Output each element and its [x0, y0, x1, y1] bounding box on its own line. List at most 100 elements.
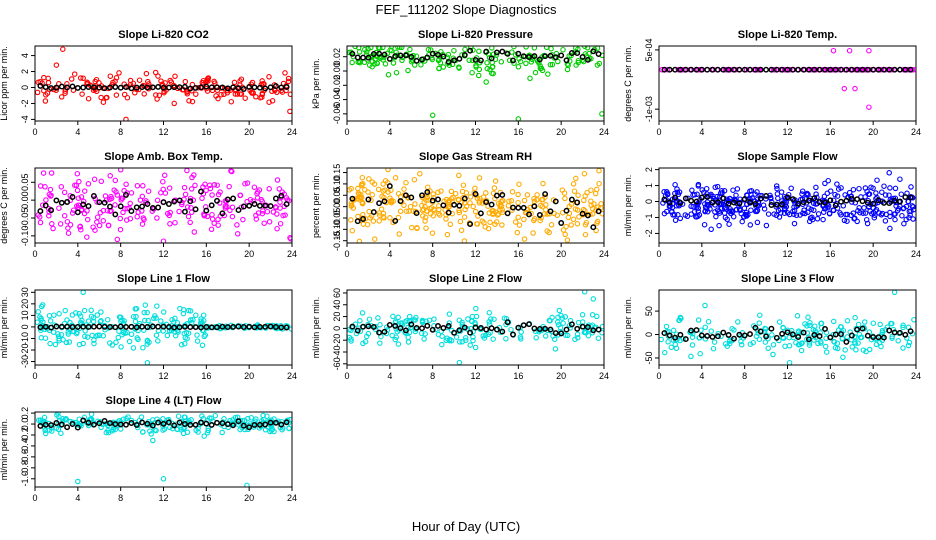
data-point — [445, 209, 452, 216]
data-point — [814, 216, 821, 222]
data-point — [46, 191, 53, 198]
data-point — [540, 180, 546, 187]
y-tick-label: -0.10 — [20, 226, 30, 247]
data-point — [574, 325, 581, 332]
data-point — [688, 353, 694, 360]
data-point — [770, 342, 777, 348]
data-point — [889, 320, 895, 327]
data-point — [659, 336, 664, 343]
data-point — [251, 184, 258, 190]
data-point — [565, 62, 571, 68]
data-point — [672, 341, 679, 348]
x-tick-label: 0 — [656, 371, 661, 381]
data-point — [42, 430, 49, 437]
data-point — [504, 50, 511, 57]
data-point — [267, 203, 274, 210]
data-point — [64, 323, 71, 330]
data-point — [593, 227, 599, 234]
data-point — [784, 329, 791, 336]
data-point — [539, 196, 545, 203]
data-point — [822, 180, 828, 187]
data-point — [128, 190, 135, 196]
data-point — [741, 332, 748, 339]
data-point — [563, 326, 570, 333]
data-point — [180, 310, 187, 317]
data-point — [773, 183, 780, 189]
x-tick-label: 20 — [868, 371, 878, 381]
data-point — [725, 66, 732, 73]
data-point — [581, 290, 588, 295]
plot-frame — [658, 45, 917, 122]
data-point — [875, 66, 882, 73]
data-point — [101, 199, 108, 206]
data-point — [547, 208, 554, 215]
data-point — [390, 313, 396, 320]
data-point — [498, 59, 505, 65]
data-point — [201, 317, 207, 324]
data-point — [258, 196, 264, 203]
data-point — [861, 205, 867, 211]
data-point — [353, 330, 360, 337]
data-point — [774, 191, 781, 197]
data-point — [43, 92, 49, 98]
data-point — [62, 90, 68, 96]
data-point — [397, 52, 404, 59]
data-point — [69, 83, 76, 90]
data-point — [680, 336, 686, 342]
data-point — [144, 324, 151, 330]
data-point — [536, 329, 542, 335]
data-point — [269, 98, 276, 104]
data-point — [588, 187, 594, 193]
data-point — [92, 78, 98, 85]
data-point — [208, 202, 215, 209]
data-point — [747, 199, 753, 206]
data-point — [752, 201, 759, 207]
data-point — [672, 334, 679, 341]
data-point — [123, 84, 129, 91]
data-point — [675, 212, 681, 218]
data-point — [457, 218, 464, 225]
data-point — [153, 332, 160, 339]
data-point — [588, 55, 594, 62]
data-point — [695, 183, 702, 189]
data-point — [445, 322, 452, 329]
data-point — [80, 75, 86, 82]
data-point — [820, 209, 827, 215]
data-point — [144, 359, 151, 365]
data-point — [862, 210, 869, 216]
data-point — [672, 181, 678, 188]
data-point — [195, 429, 201, 435]
data-point — [354, 218, 361, 225]
x-tick-label: 12 — [158, 127, 168, 137]
data-point — [79, 91, 85, 97]
data-point — [144, 420, 151, 427]
data-point — [725, 331, 732, 338]
data-point — [266, 186, 272, 192]
data-point — [158, 189, 164, 196]
data-point — [288, 236, 292, 242]
data-point — [53, 323, 60, 330]
data-point — [174, 426, 181, 432]
data-point — [467, 200, 473, 206]
data-point — [198, 84, 204, 91]
data-point — [594, 313, 600, 320]
data-point — [251, 324, 258, 331]
data-point — [386, 183, 393, 190]
data-point — [376, 218, 382, 224]
data-point — [474, 221, 481, 227]
data-point — [704, 332, 711, 339]
data-point — [382, 178, 389, 184]
y-tick-label: 20 — [20, 299, 30, 309]
panel-title: Slope Li-820 Pressure — [418, 29, 533, 41]
data-point — [864, 332, 871, 339]
data-point — [42, 202, 49, 209]
data-point — [287, 416, 292, 423]
data-point — [893, 203, 899, 209]
data-point — [80, 323, 87, 330]
data-point — [487, 219, 493, 226]
data-point — [366, 176, 372, 182]
data-point — [50, 225, 56, 232]
data-point — [456, 327, 463, 334]
y-tick-label: -50 — [644, 351, 654, 364]
